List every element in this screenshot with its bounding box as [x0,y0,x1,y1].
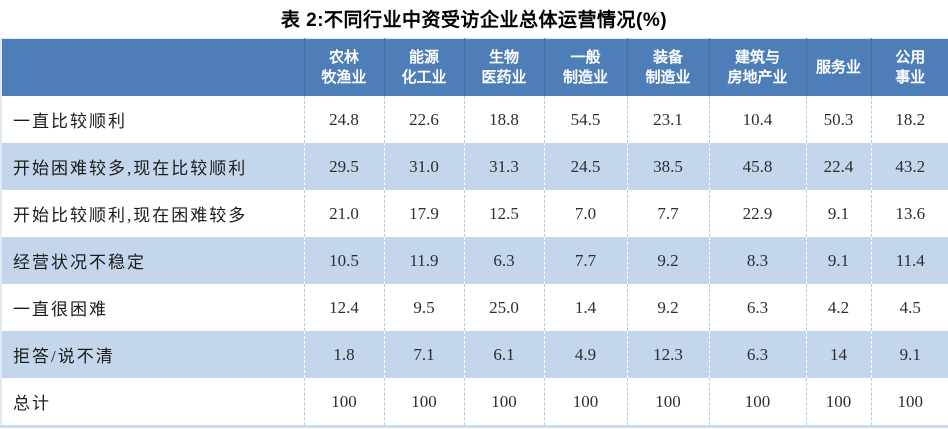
data-value-cell: 14 [805,331,871,378]
table-row: 开始困难较多,现在比较顺利 29.5 31.0 31.3 24.5 38.5 45.8 22.… [1,143,948,190]
data-value-cell: 9.2 [626,237,709,284]
data-value-cell: 100 [870,378,948,427]
data-value-cell: 43.2 [870,143,948,190]
column-header-cell: 建筑与 房地产业 [709,38,807,96]
data-value-cell: 54.5 [543,96,627,143]
column-header-cell: 能源 化工业 [384,38,465,96]
data-value-cell: 7.1 [383,331,464,378]
data-value-cell: 6.3 [708,331,806,378]
data-value-cell: 7.0 [543,190,627,237]
data-value-cell: 100 [708,378,806,427]
data-value-cell: 13.6 [870,190,948,237]
data-value-cell: 1.4 [543,284,627,331]
table-row: 拒答/说不清 1.8 7.1 6.1 4.9 12.3 6.3 14 9.1 [1,331,948,378]
header-row: 农林 牧渔业 能源 化工业 生物 医药业 一般 制造业 装备 制造业 建筑与 房地产业 服务… [1,38,948,96]
data-value-cell: 100 [383,378,464,427]
column-header-cell: 生物 医药业 [464,38,545,96]
row-label-cell: 开始困难较多,现在比较顺利 [13,159,248,178]
data-value-cell: 9.1 [870,331,948,378]
data-value-cell: 4.9 [543,331,627,378]
row-label-cell: 一直很困难 [13,300,108,319]
data-value-cell: 50.3 [805,96,871,143]
data-value-cell: 9.1 [805,237,871,284]
row-label-cell: 拒答/说不清 [13,347,115,366]
data-value-cell: 100 [303,378,384,427]
row-label-cell: 总计 [13,394,51,413]
data-value-cell: 100 [805,378,871,427]
data-value-cell: 31.0 [383,143,464,190]
row-label-cell: 一直比较顺利 [13,112,127,131]
data-value-cell: 10.5 [303,237,384,284]
data-value-cell: 24.5 [543,143,627,190]
data-value-cell: 22.6 [383,96,464,143]
data-value-cell: 22.9 [708,190,806,237]
column-header-cell: 装备 制造业 [627,38,710,96]
data-value-cell: 100 [626,378,709,427]
row-label-cell: 开始比较顺利,现在困难较多 [13,206,248,225]
data-value-cell: 11.4 [870,237,948,284]
data-value-cell: 10.4 [708,96,806,143]
data-value-cell: 45.8 [708,143,806,190]
column-header-cell: 公用 事业 [871,38,948,96]
column-header-cell: 服务业 [806,38,872,96]
table-row: 经营状况不稳定 10.5 11.9 6.3 7.7 9.2 8.3 9.1 11.4 [1,237,948,284]
data-value-cell: 18.2 [870,96,948,143]
table-row: 总计 100 100 100 100 100 100 100 100 [1,378,948,427]
table-row: 一直比较顺利 24.8 22.6 18.8 54.5 23.1 10.4 50.3 18.2 [1,96,948,143]
table-row: 开始比较顺利,现在困难较多 21.0 17.9 12.5 7.0 7.7 22.9 9.1 13… [1,190,948,237]
data-value-cell: 17.9 [383,190,464,237]
data-value-cell: 12.3 [626,331,709,378]
table-row: 一直很困难 12.4 9.5 25.0 1.4 9.2 6.3 4.2 4.5 [1,284,948,331]
data-value-cell: 11.9 [383,237,464,284]
data-value-cell: 100 [463,378,544,427]
data-value-cell: 1.8 [303,331,384,378]
data-value-cell: 24.8 [303,96,384,143]
data-value-cell: 12.5 [463,190,544,237]
data-value-cell: 9.1 [805,190,871,237]
column-header-cell: 农林 牧渔业 [304,38,385,96]
data-value-cell: 21.0 [303,190,384,237]
row-label-cell: 经营状况不稳定 [13,253,146,272]
data-value-cell: 8.3 [708,237,806,284]
data-value-cell: 18.8 [463,96,544,143]
column-header-cell: 一般 制造业 [544,38,628,96]
data-value-cell: 4.5 [870,284,948,331]
data-value-cell: 38.5 [626,143,709,190]
data-value-cell: 4.2 [805,284,871,331]
table-body: 一直比较顺利 24.8 22.6 18.8 54.5 23.1 10.4 50.3 18.2 开始… [1,96,948,427]
data-value-cell: 6.1 [463,331,544,378]
data-value-cell: 25.0 [463,284,544,331]
data-value-cell: 29.5 [303,143,384,190]
data-value-cell: 12.4 [303,284,384,331]
data-value-cell: 100 [543,378,627,427]
data-value-cell: 6.3 [708,284,806,331]
data-value-cell: 23.1 [626,96,709,143]
data-value-cell: 22.4 [805,143,871,190]
header-empty-cell [1,38,305,96]
data-value-cell: 6.3 [463,237,544,284]
data-value-cell: 9.5 [383,284,464,331]
data-value-cell: 31.3 [463,143,544,190]
industry-operations-table: 农林 牧渔业 能源 化工业 生物 医药业 一般 制造业 装备 制造业 建筑与 房地产业 服务… [0,38,948,428]
data-value-cell: 9.2 [626,284,709,331]
data-value-cell: 7.7 [543,237,627,284]
data-value-cell: 7.7 [626,190,709,237]
table-title: 表 2:不同行业中资受访企业总体运营情况(%) [280,10,668,31]
